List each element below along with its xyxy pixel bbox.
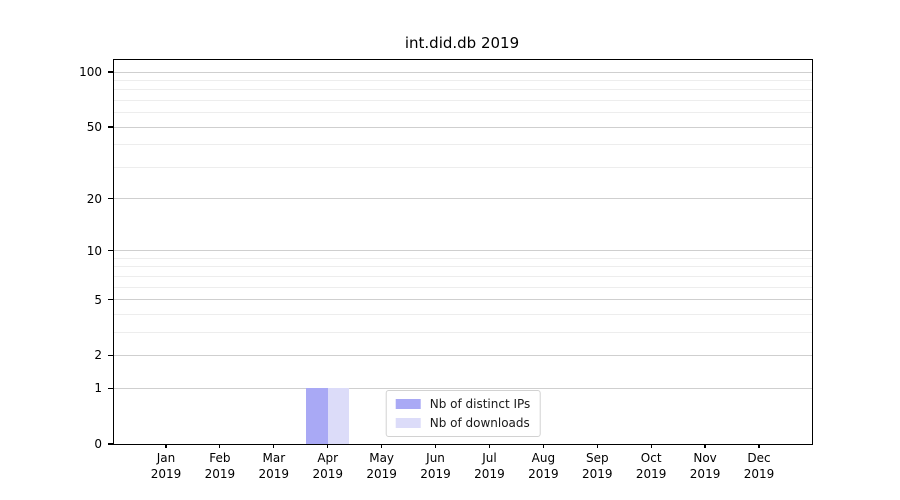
y-minor-gridline bbox=[114, 286, 812, 288]
x-tick-mark bbox=[327, 444, 329, 448]
y-minor-gridline bbox=[114, 266, 812, 268]
x-tick-mark bbox=[488, 444, 491, 448]
y-minor-gridline bbox=[114, 257, 812, 259]
legend-swatch bbox=[395, 418, 421, 428]
x-tick-label: Apr 2019 bbox=[312, 451, 343, 481]
x-tick-mark bbox=[758, 444, 760, 448]
x-tick-label: Aug 2019 bbox=[528, 451, 559, 481]
y-tick-label: 20 bbox=[86, 191, 102, 206]
x-tick-label: May 2019 bbox=[366, 451, 397, 481]
x-tick-label: Mar 2019 bbox=[258, 451, 290, 481]
y-major-gridline bbox=[114, 354, 812, 356]
y-tick-label: 50 bbox=[86, 120, 102, 135]
x-tick-label: Dec 2019 bbox=[743, 451, 775, 481]
y-major-gridline bbox=[114, 126, 812, 128]
y-tick-label: 2 bbox=[94, 348, 102, 363]
x-tick-mark bbox=[704, 444, 706, 448]
y-tick-label: 5 bbox=[94, 292, 102, 307]
x-tick-mark bbox=[381, 444, 383, 448]
y-tick-label: 100 bbox=[79, 65, 102, 79]
y-tick-mark bbox=[108, 126, 114, 128]
y-minor-gridline bbox=[114, 144, 812, 146]
y-tick-mark bbox=[108, 250, 114, 252]
y-tick-mark bbox=[108, 298, 114, 301]
y-tick-mark bbox=[108, 197, 114, 200]
y-tick-mark bbox=[108, 443, 114, 445]
x-tick-mark bbox=[434, 444, 437, 448]
legend: Nb of distinct IPs Nb of downloads bbox=[385, 390, 541, 437]
y-tick-mark bbox=[108, 71, 114, 73]
y-tick-label: 10 bbox=[86, 243, 102, 258]
y-minor-gridline bbox=[114, 166, 812, 168]
x-tick-mark bbox=[219, 444, 221, 448]
bar-nb-of-downloads-3 bbox=[327, 388, 350, 444]
x-tick-label: Jul 2019 bbox=[474, 451, 505, 481]
chart-title: int.did.db 2019 bbox=[404, 34, 520, 52]
y-minor-gridline bbox=[114, 313, 812, 315]
y-tick-mark bbox=[108, 354, 114, 357]
y-minor-gridline bbox=[114, 275, 812, 277]
y-minor-gridline bbox=[114, 99, 812, 101]
legend-entry: Nb of distinct IPs bbox=[395, 397, 531, 411]
y-minor-gridline bbox=[114, 79, 812, 81]
x-tick-label: Nov 2019 bbox=[689, 451, 721, 481]
x-tick-label: Jan 2019 bbox=[150, 451, 182, 481]
y-minor-gridline bbox=[114, 112, 812, 114]
x-tick-label: Jun 2019 bbox=[420, 451, 451, 481]
y-tick-label: 1 bbox=[94, 381, 102, 396]
y-major-gridline bbox=[114, 387, 812, 389]
x-tick-label: Sep 2019 bbox=[581, 451, 613, 481]
bar-nb-of-distinct-ips-3 bbox=[306, 388, 328, 444]
y-major-gridline bbox=[114, 250, 812, 252]
y-minor-gridline bbox=[114, 89, 812, 91]
legend-swatch bbox=[395, 399, 421, 409]
plot-area: Nb of distinct IPs Nb of downloads 0 1 2 5 10… bbox=[79, 59, 813, 481]
y-minor-gridline bbox=[114, 331, 812, 333]
x-tick-label: Oct 2019 bbox=[635, 451, 667, 481]
legend-label: Nb of distinct IPs bbox=[429, 397, 531, 411]
legend-entry: Nb of downloads bbox=[395, 416, 531, 430]
x-tick-mark bbox=[165, 444, 167, 448]
y-major-gridline bbox=[114, 198, 812, 200]
legend-label: Nb of downloads bbox=[429, 416, 530, 430]
x-tick-label: Feb 2019 bbox=[204, 451, 236, 481]
y-tick-mark bbox=[108, 387, 114, 389]
x-tick-mark bbox=[542, 444, 544, 448]
y-tick-label: 0 bbox=[94, 437, 102, 451]
x-tick-mark bbox=[273, 444, 275, 448]
x-tick-mark bbox=[596, 444, 598, 448]
y-major-gridline bbox=[114, 299, 812, 301]
y-major-gridline bbox=[114, 71, 812, 73]
x-tick-mark bbox=[650, 444, 652, 448]
